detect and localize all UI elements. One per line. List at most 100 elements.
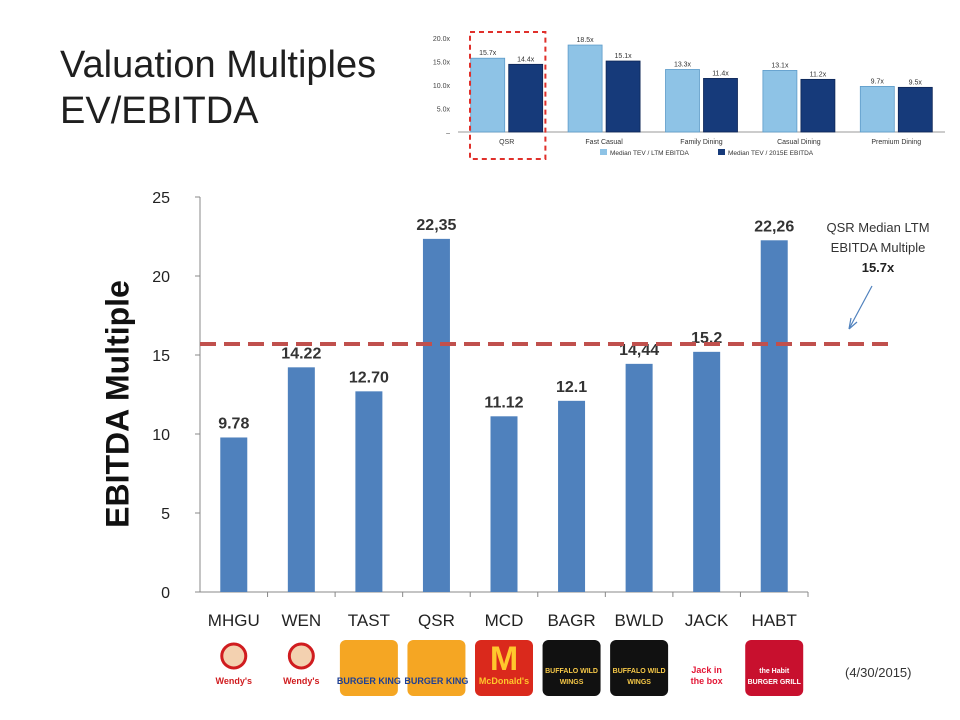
- inset-data-label: 18.5x: [577, 37, 595, 44]
- logo-face: [220, 642, 248, 670]
- inset-y-tick-label: 15.0x: [433, 60, 451, 67]
- bar-bagr: [558, 400, 586, 592]
- median-note-line-1: QSR Median LTM: [826, 220, 930, 235]
- logo-text: the box: [691, 676, 723, 686]
- inset-y-tick-label: 5.0x: [437, 107, 451, 114]
- x-tick-label: WEN: [281, 611, 321, 630]
- footnote-date: (4/30/2015): [845, 665, 912, 680]
- logo-face: [287, 642, 315, 670]
- data-label: 14,44: [619, 342, 659, 359]
- median-note-line-2: EBITDA Multiple: [830, 240, 926, 255]
- inset-data-label: 9.5x: [909, 79, 923, 86]
- logo-text: McDonald's: [479, 676, 529, 686]
- logo-text: Jack in: [691, 665, 722, 675]
- logo-text: Wendy's: [283, 676, 319, 686]
- data-label: 12.70: [349, 369, 389, 386]
- inset-legend-swatch: [718, 149, 725, 155]
- inset-benchmark-chart: 20.0x 15.0x 10.0x 5.0x – 15.7x 14.4x QSR 18.5x 15…: [420, 28, 950, 160]
- title-line-1: Valuation Multiples: [60, 44, 377, 86]
- inset-y-tick-label: –: [446, 130, 450, 137]
- x-tick-label: BAGR: [547, 611, 595, 630]
- inset-bar: [508, 63, 544, 133]
- bar-tast: [355, 391, 383, 592]
- inset-category-label: Casual Dining: [777, 139, 821, 146]
- data-label: 14.22: [281, 345, 321, 362]
- logo-text: the Habit: [759, 668, 790, 675]
- logo-badge: [677, 640, 736, 696]
- logo-badge: [610, 640, 669, 696]
- logo-arches: M: [490, 640, 518, 678]
- x-tick-label: MCD: [485, 611, 524, 630]
- logo-badge: [745, 640, 804, 696]
- company-logo: BURGER KING: [337, 640, 401, 696]
- inset-legend-label: Median TEV / LTM EBITDA: [610, 150, 690, 157]
- x-tick-label: TAST: [348, 611, 390, 630]
- bar-mhgu: [220, 437, 248, 592]
- inset-bar: [859, 86, 895, 133]
- logo-text: WINGS: [560, 679, 584, 686]
- inset-data-label: 15.1x: [615, 53, 633, 60]
- y-tick-label: 10: [152, 427, 170, 444]
- y-tick-label: 20: [152, 269, 170, 286]
- data-label: 22,26: [754, 218, 794, 235]
- bar-jack: [693, 351, 721, 592]
- data-label: 9.78: [218, 415, 249, 432]
- bar-habt: [760, 240, 788, 593]
- inset-category-label: Family Dining: [680, 139, 723, 146]
- median-note-arrow: [849, 285, 873, 328]
- inset-bar: [605, 60, 641, 133]
- logo-text: BUFFALO WILD: [545, 668, 598, 675]
- bar-bwld: [625, 363, 653, 592]
- inset-data-label: 11.2x: [810, 71, 827, 78]
- logo-text: BURGER KING: [337, 676, 401, 686]
- inset-category-label: Fast Casual: [585, 139, 623, 146]
- inset-data-label: 13.3x: [674, 61, 692, 68]
- logo-text: BUFFALO WILD: [613, 668, 666, 675]
- logo-badge: [339, 640, 398, 696]
- x-tick-label: JACK: [685, 611, 729, 630]
- inset-bar: [762, 70, 798, 133]
- logo-badge: [407, 640, 466, 696]
- inset-data-label: 13.1x: [771, 62, 789, 69]
- inset-category-label: Premium Dining: [871, 139, 921, 146]
- inset-bar: [470, 57, 506, 133]
- bar-qsr: [422, 238, 450, 592]
- company-logo: BUFFALO WILD WINGS: [610, 640, 669, 696]
- x-tick-label: MHGU: [208, 611, 260, 630]
- bar-mcd: [490, 416, 518, 592]
- inset-bar: [567, 44, 603, 133]
- median-note-arrowhead: [848, 317, 858, 330]
- y-tick-label: 5: [161, 506, 170, 523]
- inset-legend-label: Median TEV / 2015E EBITDA: [728, 150, 814, 157]
- inset-y-tick-label: 20.0x: [433, 36, 451, 43]
- logo-badge: [542, 640, 601, 696]
- inset-data-label: 15.7x: [479, 50, 497, 57]
- slide-title: Valuation Multiples EV/EBITDA: [60, 42, 376, 134]
- median-note-value: 15.7x: [861, 260, 895, 275]
- x-tick-label: HABT: [752, 611, 797, 630]
- company-logo: BURGER KING: [404, 640, 468, 696]
- bar-wen: [287, 367, 315, 592]
- company-logo: the Habit BURGER GRILL: [745, 640, 804, 696]
- y-tick-label: 15: [152, 348, 170, 365]
- inset-category-label: QSR: [499, 139, 514, 146]
- data-label: 11.12: [484, 394, 523, 411]
- median-note: QSR Median LTM EBITDA Multiple 15.7x: [808, 218, 948, 278]
- inset-bar: [800, 78, 836, 133]
- logo-text: BURGER KING: [404, 676, 468, 686]
- logo-badge: [475, 640, 533, 696]
- company-logo: Wendy's: [272, 640, 331, 696]
- logo-text: WINGS: [627, 679, 651, 686]
- y-tick-label: 25: [152, 190, 170, 207]
- inset-bar: [703, 78, 738, 133]
- inset-qsr-highlight-box: [469, 31, 547, 160]
- company-logo: Wendy's: [204, 640, 263, 696]
- inset-data-label: 14.4x: [517, 56, 535, 63]
- inset-bar: [897, 86, 933, 133]
- title-line-2: EV/EBITDA: [60, 90, 259, 132]
- inset-legend-swatch: [600, 149, 607, 155]
- x-tick-label: QSR: [418, 611, 455, 630]
- data-label: 12.1: [556, 379, 587, 396]
